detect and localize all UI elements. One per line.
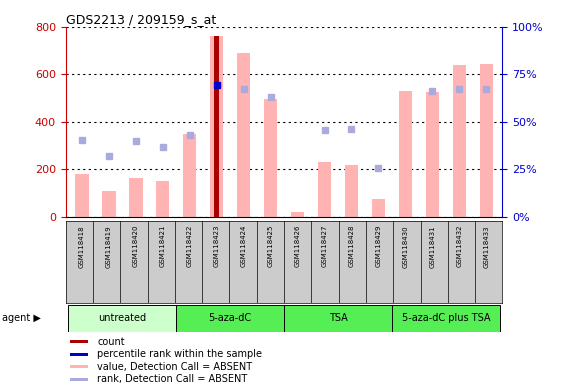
Text: rank, Detection Call = ABSENT: rank, Detection Call = ABSENT bbox=[97, 374, 247, 384]
Bar bbox=[425, 92, 439, 217]
Text: 5-aza-dC: 5-aza-dC bbox=[208, 313, 252, 323]
Bar bbox=[156, 181, 170, 217]
Text: GSM118419: GSM118419 bbox=[106, 225, 112, 268]
Bar bbox=[214, 36, 219, 217]
Bar bbox=[210, 36, 223, 217]
Text: GSM118425: GSM118425 bbox=[268, 225, 274, 267]
Bar bbox=[345, 165, 358, 217]
Bar bbox=[372, 199, 385, 217]
Text: GDS2213 / 209159_s_at: GDS2213 / 209159_s_at bbox=[66, 13, 216, 26]
Text: GSM118427: GSM118427 bbox=[321, 225, 328, 267]
Text: GSM118423: GSM118423 bbox=[214, 225, 220, 267]
Text: value, Detection Call = ABSENT: value, Detection Call = ABSENT bbox=[97, 362, 252, 372]
Text: GSM118420: GSM118420 bbox=[133, 225, 139, 267]
Text: GSM118433: GSM118433 bbox=[483, 225, 489, 268]
Bar bbox=[264, 99, 278, 217]
Text: GSM118424: GSM118424 bbox=[240, 225, 247, 267]
Bar bbox=[69, 305, 176, 332]
Bar bbox=[183, 134, 196, 217]
Text: GSM118428: GSM118428 bbox=[348, 225, 355, 267]
Bar bbox=[176, 305, 284, 332]
Text: GSM118429: GSM118429 bbox=[376, 225, 381, 267]
Bar bbox=[291, 212, 304, 217]
Text: GSM118426: GSM118426 bbox=[295, 225, 300, 267]
Text: agent ▶: agent ▶ bbox=[2, 313, 41, 323]
Text: TSA: TSA bbox=[329, 313, 347, 323]
Bar bbox=[102, 191, 115, 217]
Bar bbox=[453, 65, 466, 217]
Text: GSM118422: GSM118422 bbox=[187, 225, 192, 267]
Bar bbox=[70, 340, 89, 343]
Bar bbox=[399, 91, 412, 217]
Text: 5-aza-dC plus TSA: 5-aza-dC plus TSA bbox=[401, 313, 490, 323]
Bar bbox=[70, 377, 89, 381]
Text: count: count bbox=[97, 337, 124, 347]
Text: percentile rank within the sample: percentile rank within the sample bbox=[97, 349, 262, 359]
Bar bbox=[318, 162, 331, 217]
Bar bbox=[70, 353, 89, 356]
Text: GSM118432: GSM118432 bbox=[456, 225, 463, 267]
Text: GSM118418: GSM118418 bbox=[79, 225, 85, 268]
Text: untreated: untreated bbox=[98, 313, 146, 323]
Bar bbox=[70, 365, 89, 368]
Bar bbox=[75, 174, 89, 217]
Text: GSM118431: GSM118431 bbox=[429, 225, 435, 268]
Bar bbox=[237, 53, 250, 217]
Bar bbox=[284, 305, 392, 332]
Text: GSM118421: GSM118421 bbox=[160, 225, 166, 267]
Text: GSM118430: GSM118430 bbox=[403, 225, 408, 268]
Bar bbox=[129, 178, 143, 217]
Bar bbox=[392, 305, 500, 332]
Bar bbox=[480, 64, 493, 217]
